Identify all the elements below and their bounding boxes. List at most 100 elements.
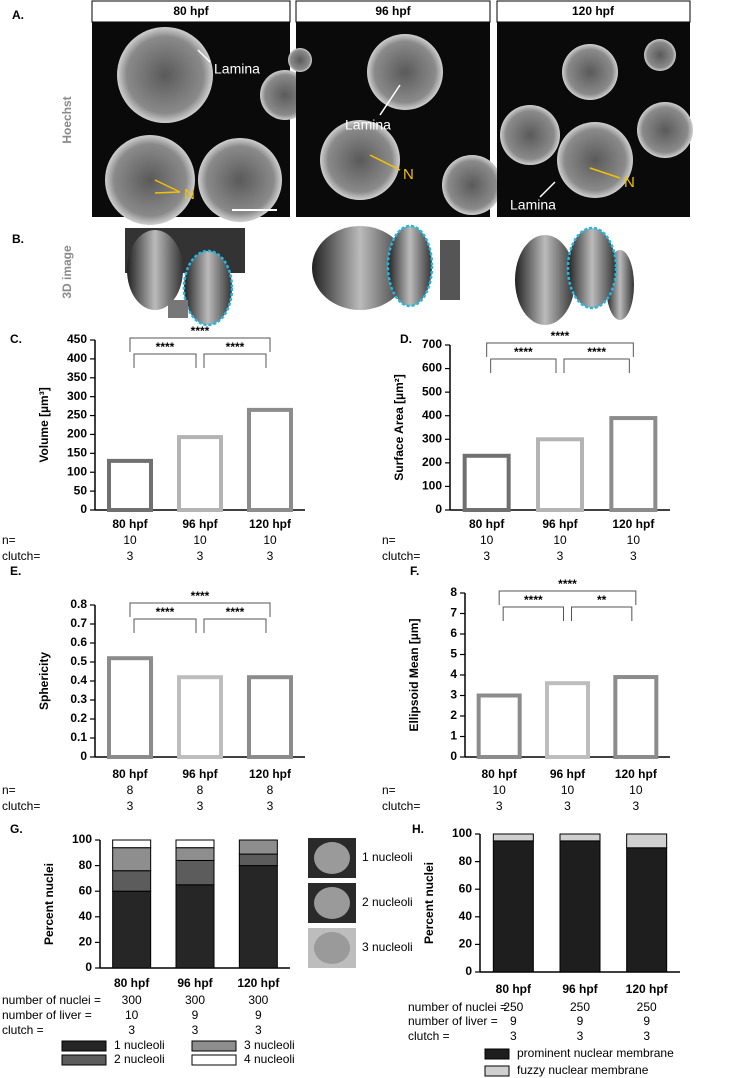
thumbnail-label: 1 nucleoli — [362, 850, 413, 864]
y-tick-label: 200 — [422, 455, 442, 469]
bar-segment — [175, 884, 215, 969]
row-value: 3 — [557, 549, 564, 563]
x-tick-label: 96 hpf — [177, 976, 213, 990]
panel-label: H. — [412, 822, 424, 836]
significance-label: **** — [191, 589, 210, 603]
y-tick-label: 4 — [450, 667, 457, 681]
y-tick-label: 0.3 — [70, 692, 87, 706]
y-tick-label: 20 — [79, 935, 93, 949]
y-tick-label: 700 — [422, 337, 442, 351]
row-value: 3 — [127, 549, 134, 563]
row-value: 3 — [197, 799, 204, 813]
row-value: 3 — [564, 799, 571, 813]
row-value: 3 — [643, 1029, 650, 1043]
micrograph: Lamina N — [288, 22, 502, 217]
row-value: 250 — [637, 1000, 657, 1014]
row-label: n= — [382, 783, 396, 797]
y-tick-label: 100 — [67, 464, 87, 478]
row-value: 3 — [197, 549, 204, 563]
x-tick-label: 96 hpf — [182, 517, 218, 531]
legend-swatch — [484, 1048, 510, 1060]
y-tick-label: 0.4 — [70, 673, 87, 687]
significance-bracket — [571, 606, 633, 621]
legend-swatch — [191, 1040, 237, 1052]
y-axis-label: Sphericity — [37, 652, 51, 710]
row-value: 3 — [255, 1023, 262, 1037]
bar-segment — [238, 839, 278, 855]
header: 80 hpf — [173, 4, 209, 18]
bar — [536, 437, 584, 512]
row-value: 8 — [127, 783, 134, 797]
y-tick-label: 150 — [67, 446, 87, 460]
row-value: 8 — [267, 783, 274, 797]
x-tick-label: 120 hpf — [249, 517, 292, 531]
annotation: N — [403, 166, 414, 183]
row-label: number of liver = — [408, 1014, 498, 1028]
y-tick-label: 60 — [459, 881, 473, 895]
row-value: 9 — [577, 1014, 584, 1028]
x-tick-label: 96 hpf — [542, 517, 578, 531]
significance-label: **** — [226, 605, 245, 619]
y-tick-label: 0 — [465, 964, 472, 978]
bar — [177, 435, 223, 513]
bar — [613, 675, 659, 759]
row-label: clutch = — [408, 1029, 450, 1043]
y-tick-label: 5 — [450, 647, 457, 661]
legend-label: fuzzy nuclear membrane — [517, 1063, 649, 1077]
y-tick-label: 0 — [80, 749, 87, 763]
x-tick-label: 80 hpf — [469, 517, 505, 531]
legend-label: 2 nucleoli — [114, 1052, 165, 1066]
x-tick-label: 80 hpf — [496, 982, 532, 996]
x-tick-label: 96 hpf — [562, 982, 598, 996]
y-tick-label: 0.6 — [70, 635, 87, 649]
x-tick-label: 120 hpf — [612, 517, 655, 531]
row-value: 3 — [577, 1029, 584, 1043]
legend-swatch — [61, 1054, 107, 1066]
row-value: 300 — [185, 993, 205, 1007]
y-tick-label: 7 — [450, 606, 457, 620]
significance-label: **** — [587, 345, 606, 359]
y-axis-label: Ellipsoid Mean [µm] — [407, 619, 421, 732]
y-tick-label: 40 — [459, 909, 473, 923]
y-tick-label: 450 — [67, 332, 87, 346]
x-tick-label: 80 hpf — [112, 517, 148, 531]
y-tick-label: 8 — [450, 585, 457, 599]
annotation: N — [624, 174, 635, 191]
x-tick-label: 96 hpf — [182, 767, 218, 781]
micrograph: N Lamina — [497, 22, 693, 217]
panel-label: B. — [12, 232, 24, 246]
row-value: 3 — [267, 799, 274, 813]
significance-label: **** — [156, 340, 175, 354]
row-value: 10 — [125, 1008, 139, 1022]
row-value: 9 — [510, 1014, 517, 1028]
significance-bracket — [203, 618, 267, 633]
row-label: clutch= — [382, 799, 420, 813]
x-tick-label: 80 hpf — [112, 767, 148, 781]
annotation: Lamina — [510, 197, 556, 213]
row-value: 3 — [632, 799, 639, 813]
y-tick-label: 400 — [422, 408, 442, 422]
y-axis-label: Percent nuclei — [42, 863, 56, 945]
significance-bracket — [203, 353, 267, 368]
x-tick-label: 80 hpf — [481, 767, 517, 781]
bar-segment — [238, 853, 278, 867]
significance-bracket — [563, 358, 630, 373]
y-tick-label: 0.8 — [70, 597, 87, 611]
y-tick-label: 40 — [79, 909, 93, 923]
row-value: 3 — [128, 1023, 135, 1037]
y-tick-label: 500 — [422, 384, 442, 398]
significance-bracket — [498, 590, 637, 605]
row-value: 3 — [630, 549, 637, 563]
bar-segment — [238, 865, 278, 969]
bar-segment — [112, 870, 152, 892]
panel-label: A. — [12, 8, 24, 22]
bar-segment — [626, 847, 668, 973]
significance-label: **** — [558, 577, 577, 591]
y-tick-label: 0 — [80, 502, 87, 516]
row-label: number of liver = — [2, 1008, 92, 1022]
bar-segment — [492, 833, 534, 842]
bar-segment — [175, 859, 215, 886]
row-value: 3 — [483, 549, 490, 563]
row-value: 10 — [263, 533, 277, 547]
